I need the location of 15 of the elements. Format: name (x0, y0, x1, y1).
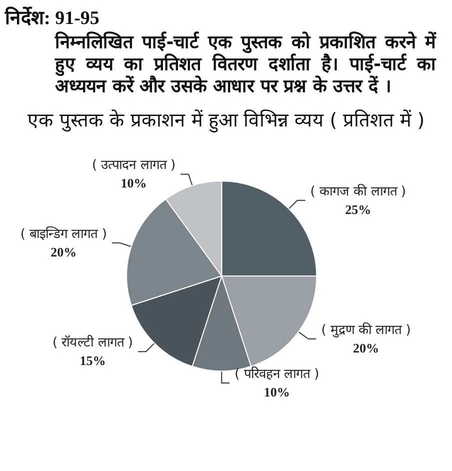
data-label: 20% (50, 244, 77, 260)
slice-label: ( बाइन्डिग लागत ) (20, 226, 107, 242)
data-label: 15% (80, 353, 106, 368)
data-label: 10% (120, 176, 147, 191)
chart-title: एक पुस्तक के प्रकाशन में हुआ विभिन्न व्यय ( प्रतिशत में ) (27, 108, 425, 134)
slice-label: ( मुद्रण की लागत ) (321, 322, 411, 338)
data-label: 25% (345, 202, 372, 217)
slice-label: ( रॉयल्टी लागत ) (52, 334, 133, 351)
slice-label: ( कागज की लागत ) (310, 183, 406, 200)
slice-label: ( उत्पादन लागत ) (92, 158, 176, 174)
text: निर्देश: 91-95 (5, 8, 100, 30)
data-label: 10% (264, 384, 290, 400)
text: निम्नलिखित पाई-चार्ट एक पुस्तक को प्रकाशित करने में हुए व्यय का प्रतिशत वितरण दर्शाता है। पाई-चार्ट का अध्ययन करें और उसके आधार पर प्रश्न के उत्तर दें । (55, 32, 436, 98)
slice-label: ( परिवहन लागत ) (234, 366, 320, 382)
data-label: 20% (353, 340, 380, 356)
